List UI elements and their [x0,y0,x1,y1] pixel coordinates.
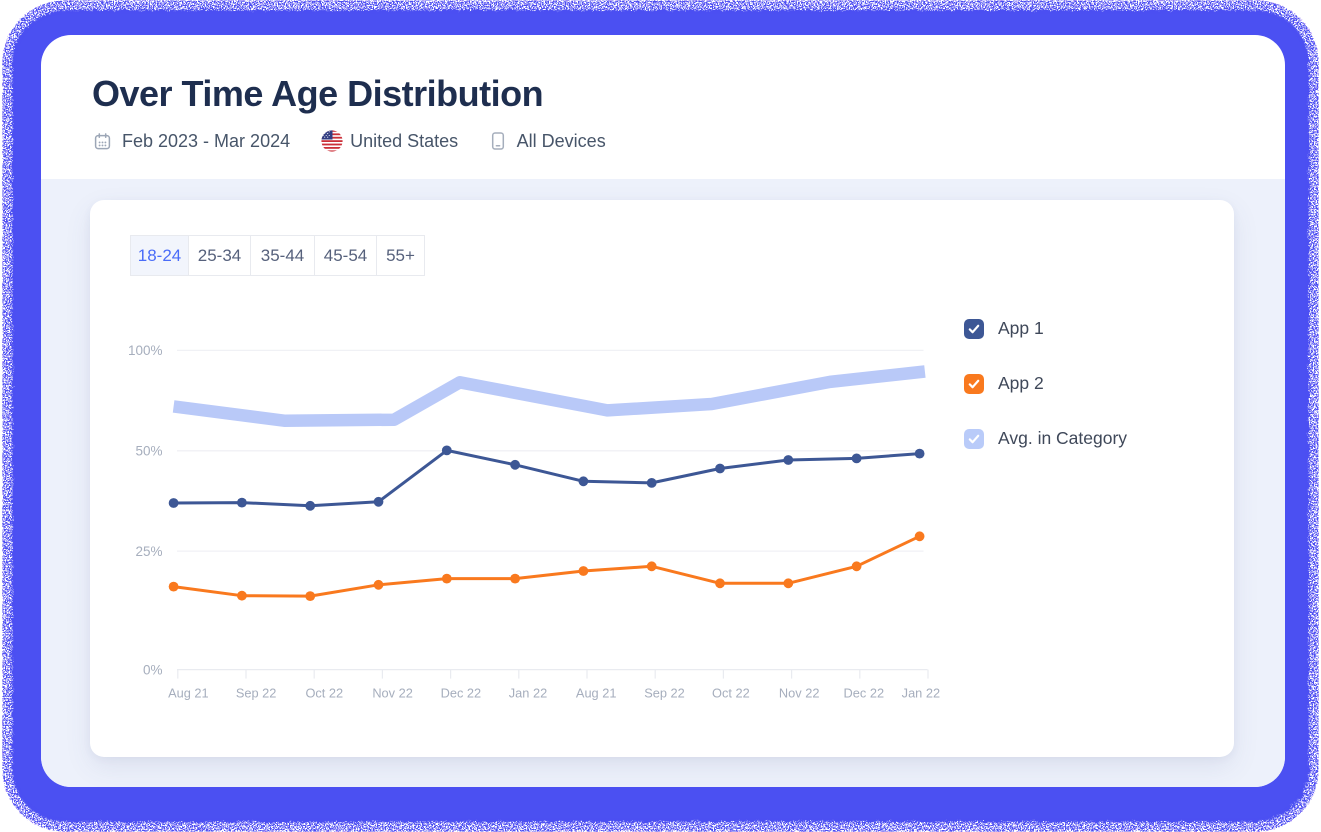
y-axis-label: 100% [128,343,163,358]
legend-item-app1[interactable]: App 1 [964,318,1044,339]
legend-label-app1: App 1 [998,318,1044,338]
data-point-app-1[interactable] [510,459,520,470]
x-axis-label: Dec 22 [441,686,482,701]
data-point-app-1[interactable] [373,496,384,507]
page-title: Over Time Age Distribution [92,72,544,114]
data-point-app-2[interactable] [441,573,452,584]
mobile-device-icon [491,132,505,150]
x-axis-label: Nov 22 [372,686,413,701]
checkbox-app1-checked[interactable] [964,318,984,339]
x-axis-label: Dec 22 [844,686,885,701]
data-point-app-1[interactable] [914,448,925,459]
age-distribution-chart: 100% 50% 25% 0% Aug 21 Sep 22 Oct 22 Nov 22 Dec … [128,343,940,701]
x-axis-label: Oct 22 [712,686,750,701]
country-label: United States [350,130,459,151]
report-meta: Feb 2023 - Mar 2024 [94,130,606,152]
date-range-label: Feb 2023 - Mar 2024 [122,130,291,151]
age-group-tabs: 18-24 25-34 35-44 45-54 55+ [130,235,425,276]
report-card: Over Time Age Distribution Feb 2023 - Ma… [41,35,1285,787]
data-point-app-1[interactable] [646,478,657,488]
x-axis-label: Aug 21 [168,686,209,701]
data-point-app-2[interactable] [851,561,862,572]
x-axis-label: Sep 22 [236,686,277,701]
data-point-app-1[interactable] [168,498,179,508]
data-point-app-1[interactable] [783,455,794,465]
legend-label-app2: App 2 [998,373,1044,393]
x-axis-label: Jan 22 [902,686,940,701]
x-axis-label: Oct 22 [305,686,343,701]
data-point-app-2[interactable] [914,531,925,542]
data-point-app-1[interactable] [441,445,452,456]
legend-item-avg-in-category[interactable]: Avg. in Category [964,428,1127,449]
checkbox-app2-checked[interactable] [964,373,984,394]
x-axis-label: Jan 22 [509,686,547,701]
chart-card: 18-24 25-34 35-44 45-54 55+ 100% 50% 25% 0%… [90,200,1234,757]
x-axis-label: Nov 22 [779,686,820,701]
y-axis-label: 0% [143,662,163,677]
data-point-app-1[interactable] [305,500,316,511]
data-point-app-2[interactable] [783,578,794,589]
us-flag-icon [321,130,343,152]
y-axis-label: 25% [135,544,162,559]
chart-panel: 18-24 25-34 35-44 45-54 55+ 100% 50% 25% 0%… [41,179,1285,787]
series-line-app-1 [173,448,920,508]
data-point-app-2[interactable] [578,566,589,576]
data-point-app-2[interactable] [168,581,179,592]
data-point-app-2[interactable] [646,561,657,572]
devices-label: All Devices [516,130,606,151]
series-avg-in-category-band [172,365,926,427]
legend-item-app2[interactable]: App 2 [964,373,1044,394]
data-point-app-2[interactable] [237,590,247,601]
x-axis-label: Sep 22 [644,686,685,701]
data-point-app-2[interactable] [305,591,316,601]
series-line-app-2 [173,534,921,598]
tab-45-54[interactable]: 45-54 [314,235,377,276]
x-axis-label: Aug 21 [576,686,617,701]
data-point-app-1[interactable] [237,497,247,508]
tab-55-plus[interactable]: 55+ [376,235,425,276]
y-axis-label: 50% [135,444,162,459]
data-point-app-1[interactable] [851,453,862,464]
calendar-icon [94,132,111,150]
tab-25-34[interactable]: 25-34 [188,235,251,276]
checkbox-avg-in-category-checked[interactable] [964,428,984,449]
data-point-app-2[interactable] [715,578,725,589]
data-point-app-2[interactable] [510,573,520,584]
legend-label-avg-in-category: Avg. in Category [998,428,1128,448]
data-point-app-2[interactable] [373,579,384,590]
data-point-app-1[interactable] [715,463,725,474]
data-point-app-1[interactable] [578,476,589,487]
